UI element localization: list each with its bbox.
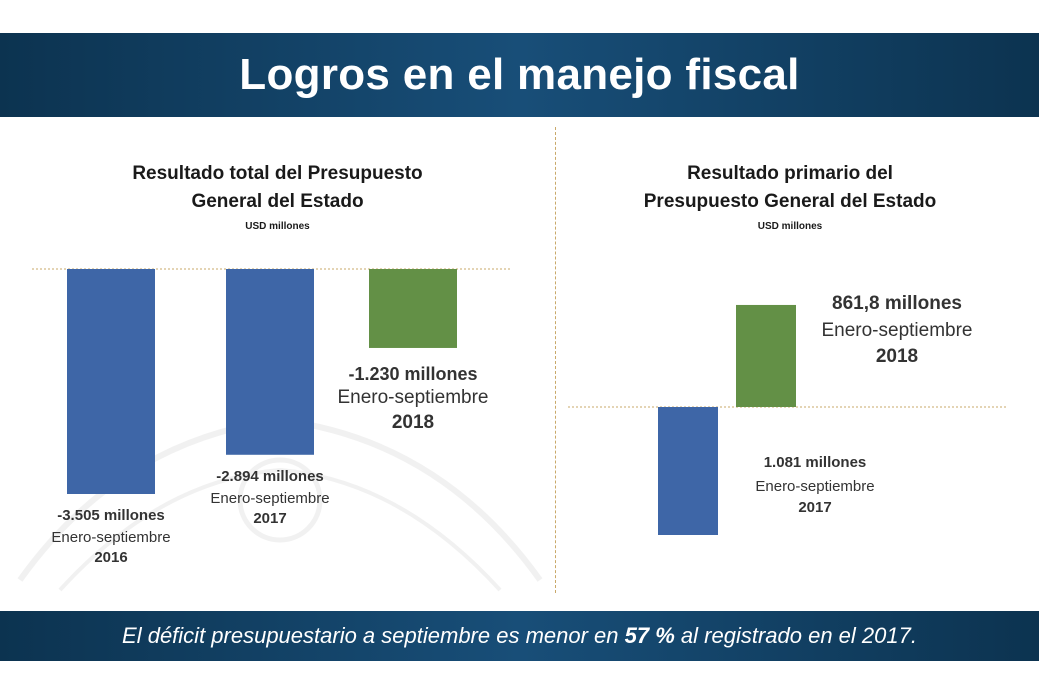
- chart2-bar-2017: [658, 407, 718, 535]
- footer-text-after: al registrado en el 2017.: [674, 623, 917, 648]
- footer-highlight: 57 %: [624, 623, 675, 648]
- footer-statement: El déficit presupuestario a septiembre e…: [122, 623, 917, 649]
- chart2-bar-2018: [736, 304, 796, 407]
- chart1-bar-2016: [67, 269, 155, 494]
- chart1-period-label-2016: Enero-septiembre: [51, 529, 170, 546]
- chart2-value-label-2017: 1.081 millones: [764, 454, 867, 471]
- footer-banner: El déficit presupuestario a septiembre e…: [0, 611, 1039, 661]
- header-banner: Logros en el manejo fiscal: [0, 33, 1039, 117]
- chart1-bar-2017: [226, 269, 314, 455]
- chart1-title: Resultado total del Presupuesto General …: [60, 160, 495, 216]
- chart1-year-label-2018: 2018: [392, 412, 434, 433]
- chart1-unit: USD millones: [245, 221, 310, 232]
- chart1-value-label-2017: -2.894 millones: [216, 468, 324, 485]
- panel-divider: [555, 127, 556, 593]
- chart1-value-label-2016: -3.505 millones: [57, 507, 165, 524]
- footer-text-before: El déficit presupuestario a septiembre e…: [122, 623, 625, 648]
- chart2-title-line1: Resultado primario del: [687, 163, 893, 184]
- chart2-value-label-2018: 861,8 millones: [832, 293, 962, 314]
- chart1-period-label-2018: Enero-septiembre: [337, 387, 488, 408]
- chart1-year-label-2016: 2016: [94, 549, 127, 566]
- chart2-title-line2: Presupuesto General del Estado: [643, 191, 937, 212]
- chart1-title-line2: General del Estado: [191, 191, 364, 212]
- chart2-period-label-2017: Enero-septiembre: [755, 478, 874, 495]
- chart1-title-line1: Resultado total del Presupuesto: [132, 163, 423, 184]
- chart1-period-label-2017: Enero-septiembre: [210, 490, 329, 507]
- chart2-unit: USD millones: [757, 221, 823, 232]
- chart2-period-label-2018: Enero-septiembre: [821, 320, 972, 341]
- chart2-year-label-2018: 2018: [876, 346, 918, 367]
- page-title: Logros en el manejo fiscal: [239, 50, 800, 99]
- chart2-year-label-2017: 2017: [798, 499, 831, 516]
- chart1-year-label-2017: 2017: [253, 510, 286, 527]
- chart2-title: Resultado primario del Presupuesto Gener…: [570, 160, 1010, 216]
- chart1-bar-2018: [369, 269, 457, 348]
- chart1-value-label-2018: -1.230 millones: [348, 364, 477, 384]
